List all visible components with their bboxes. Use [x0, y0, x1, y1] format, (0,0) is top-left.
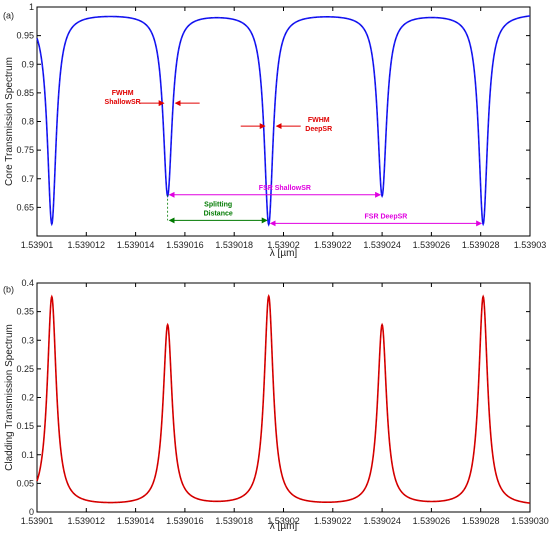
- y-tick-label: 0.2: [21, 393, 34, 403]
- y-tick-label: 0.05: [16, 478, 34, 488]
- x-tick-label: 1.539026: [413, 516, 451, 526]
- x-tick-label: 1.539016: [166, 240, 204, 250]
- y-tick-label: 0.8: [21, 117, 34, 127]
- panel-tag: (b): [3, 284, 14, 294]
- x-tick-label: 1.539014: [117, 516, 155, 526]
- x-tick-label: 1.539024: [363, 240, 401, 250]
- cladding-transmission-panel: (b) 1.53901 1.539012 1.539014 1.539016 1.5390…: [3, 278, 549, 532]
- x-tick-label: 1.539022: [314, 240, 352, 250]
- y-tick-label: 0.1: [21, 450, 34, 460]
- x-tick-label: 1.53902: [267, 240, 300, 250]
- x-axis-label: λ [µm]: [270, 248, 298, 259]
- y-tick-label: 0.4: [21, 278, 34, 288]
- x-tick-label: 1.539018: [215, 516, 253, 526]
- annotation: FSR ShallowSR: [168, 185, 382, 198]
- annotation-text: FSR DeepSR: [365, 213, 408, 220]
- y-tick-label: 0.85: [16, 88, 34, 98]
- y-tick-label: 1: [29, 2, 34, 12]
- x-tick-label: 1.539018: [215, 240, 253, 250]
- y-axis-label: Core Transmission Spectrum: [4, 57, 15, 186]
- y-tick-label: 0.25: [16, 364, 34, 374]
- series-line-dashed: [36, 15, 531, 226]
- core-transmission-panel: (a) 1.53901 1.539012 1.539014 1.539016 1.5390…: [3, 2, 546, 259]
- annotation-text: ShallowSR: [105, 99, 141, 106]
- y-tick-label: 0.15: [16, 421, 34, 431]
- x-tick-label: 1.539028: [462, 516, 500, 526]
- panel-tag: (a): [3, 10, 14, 20]
- y-tick-label: 0.3: [21, 335, 34, 345]
- annotation-text: FWHM: [112, 90, 134, 97]
- y-tick-label: 0: [29, 507, 34, 517]
- x-tick-label: 1.539012: [68, 516, 106, 526]
- x-tick-label: 1.539028: [462, 240, 500, 250]
- series-line: [36, 293, 531, 504]
- y-tick-label: 0.35: [16, 307, 34, 317]
- y-tick-label: 0.65: [16, 202, 34, 212]
- x-tick-label: 1.53901: [21, 240, 54, 250]
- annotation-text: Distance: [204, 210, 233, 217]
- x-tick-label: 1.53901: [21, 516, 54, 526]
- x-tick-label: 1.53903: [514, 240, 547, 250]
- x-tick-label: 1.539026: [413, 240, 451, 250]
- x-tick-label: 1.539012: [68, 240, 106, 250]
- y-tick-label: 0.75: [16, 145, 34, 155]
- x-tick-label: 1.539022: [314, 516, 352, 526]
- series-line-dashed: [36, 295, 531, 504]
- annotation-text: FSR ShallowSR: [259, 185, 311, 192]
- annotation: FWHM ShallowSR: [105, 90, 200, 107]
- x-tick-label: 1.53902: [267, 516, 300, 526]
- annotation-text: Splitting: [204, 201, 232, 208]
- annotation: FWHM DeepSR: [240, 117, 332, 133]
- x-tick-label: 1.539016: [166, 516, 204, 526]
- y-tick-label: 0.95: [16, 31, 34, 41]
- x-tick-label: 1.539030: [511, 516, 549, 526]
- x-axis-label: λ [µm]: [270, 521, 298, 532]
- x-tick-label: 1.539024: [363, 516, 401, 526]
- y-axis-label: Cladding Transmission Spectrum: [4, 324, 15, 471]
- annotation-text: FWHM: [308, 117, 330, 124]
- annotation: Splitting Distance: [167, 194, 268, 224]
- annotation-text: DeepSR: [305, 126, 332, 133]
- annotation: FSR DeepSR: [269, 213, 483, 227]
- y-tick-label: 0.7: [21, 174, 34, 184]
- y-tick-label: 0.9: [21, 59, 34, 69]
- series-line: [36, 15, 531, 227]
- x-tick-label: 1.539014: [117, 240, 155, 250]
